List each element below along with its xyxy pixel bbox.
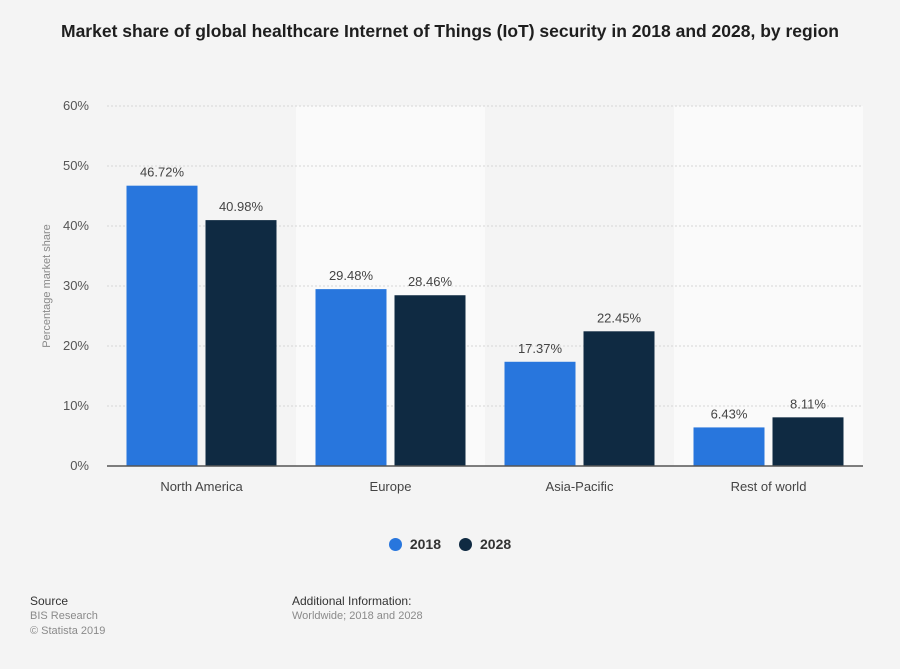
y-tick-label: 20% bbox=[63, 338, 89, 353]
source-heading: Source bbox=[30, 594, 69, 608]
chart-title: Market share of global healthcare Intern… bbox=[61, 21, 839, 41]
y-tick-label: 0% bbox=[70, 458, 89, 473]
bar-2018[interactable] bbox=[126, 185, 198, 466]
legend-item-2028[interactable]: 2028 bbox=[459, 536, 511, 552]
data-label: 8.11% bbox=[790, 396, 826, 411]
x-tick-label: Rest of world bbox=[731, 479, 807, 494]
legend-item-2018[interactable]: 2018 bbox=[388, 536, 441, 552]
legend-label: 2028 bbox=[480, 536, 512, 552]
y-tick-label: 40% bbox=[63, 218, 89, 233]
additional-info-heading: Additional Information: bbox=[292, 594, 412, 608]
bar-2028[interactable] bbox=[394, 295, 466, 466]
y-tick-label: 50% bbox=[63, 158, 89, 173]
x-tick-label: North America bbox=[160, 479, 243, 494]
y-tick-label: 60% bbox=[63, 98, 89, 113]
copyright: © Statista 2019 bbox=[30, 625, 106, 637]
data-label: 6.43% bbox=[711, 406, 748, 421]
legend-swatch bbox=[459, 537, 472, 551]
bar-2018[interactable] bbox=[315, 289, 387, 466]
data-label: 29.48% bbox=[329, 268, 374, 283]
y-axis-label: Percentage market share bbox=[41, 224, 53, 348]
data-label: 22.45% bbox=[597, 310, 642, 325]
additional-info-text: Worldwide; 2018 and 2028 bbox=[292, 610, 423, 622]
bar-2018[interactable] bbox=[693, 427, 765, 466]
x-tick-label: Europe bbox=[370, 479, 412, 494]
y-tick-label: 10% bbox=[63, 398, 89, 413]
additional-info-block: Additional Information: Worldwide; 2018 … bbox=[292, 594, 423, 624]
data-label: 28.46% bbox=[408, 274, 453, 289]
source-block: Source BIS Research © Statista 2019 bbox=[30, 594, 105, 639]
legend-label: 2018 bbox=[409, 536, 441, 552]
y-tick-label: 30% bbox=[63, 278, 89, 293]
bar-2028[interactable] bbox=[772, 417, 844, 466]
legend: 2018 2028 bbox=[0, 536, 900, 552]
legend-swatch bbox=[388, 537, 402, 551]
data-label: 46.72% bbox=[140, 165, 185, 180]
bar-2028[interactable] bbox=[205, 220, 277, 466]
source-name[interactable]: BIS Research bbox=[30, 610, 98, 622]
bar-2018[interactable] bbox=[504, 361, 576, 466]
bar-2028[interactable] bbox=[583, 331, 655, 466]
data-label: 17.37% bbox=[518, 341, 563, 356]
x-tick-label: Asia-Pacific bbox=[546, 479, 614, 494]
data-label: 40.98% bbox=[219, 199, 264, 214]
